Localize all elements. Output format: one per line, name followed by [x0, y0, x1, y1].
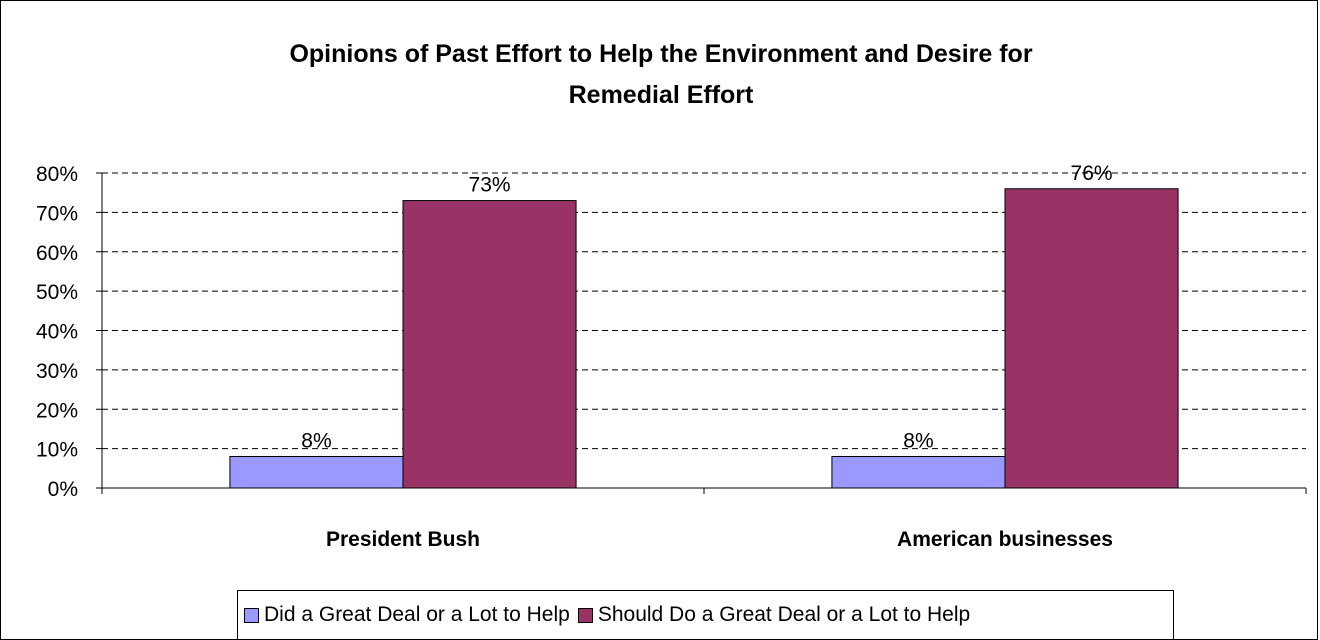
legend: Did a Great Deal or a Lot to Help Should…	[237, 590, 1174, 640]
y-tick-label: 30%	[36, 360, 78, 383]
y-tick-label: 20%	[36, 399, 78, 422]
data-label: 73%	[469, 174, 511, 197]
category-label: American businesses	[897, 528, 1113, 551]
y-tick-label: 0%	[48, 478, 78, 501]
axes	[96, 172, 1307, 494]
data-label: 76%	[1071, 162, 1113, 185]
legend-item-did: Did a Great Deal or a Lot to Help	[244, 603, 570, 627]
labels: 0% 10% 20% 30% 40% 50% 60% 70% 80% 8% 73% President…	[36, 162, 1113, 551]
bar	[229, 456, 404, 489]
data-label: 8%	[301, 430, 331, 453]
chart-title-line-2: Remedial Effort	[569, 81, 754, 109]
y-tick-label: 10%	[36, 439, 78, 462]
bars	[229, 188, 1179, 489]
y-tick-label: 40%	[36, 321, 78, 344]
category-label: President Bush	[326, 528, 480, 551]
legend-swatch-should	[577, 607, 593, 623]
data-label: 8%	[903, 430, 933, 453]
bar	[831, 456, 1006, 489]
legend-swatch-did	[244, 607, 259, 623]
legend-item-should: Should Do a Great Deal or a Lot to Help	[577, 603, 971, 627]
y-tick-label: 70%	[36, 202, 78, 225]
bar	[1004, 188, 1179, 489]
y-tick-label: 50%	[36, 281, 78, 304]
legend-label-did: Did a Great Deal or a Lot to Help	[264, 603, 570, 626]
y-tick-label: 60%	[36, 242, 78, 265]
bar	[402, 200, 577, 489]
chart-title-line-1: Opinions of Past Effort to Help the Envi…	[289, 40, 1032, 68]
legend-label-should: Should Do a Great Deal or a Lot to Help	[597, 603, 971, 626]
y-tick-label: 80%	[36, 163, 78, 186]
